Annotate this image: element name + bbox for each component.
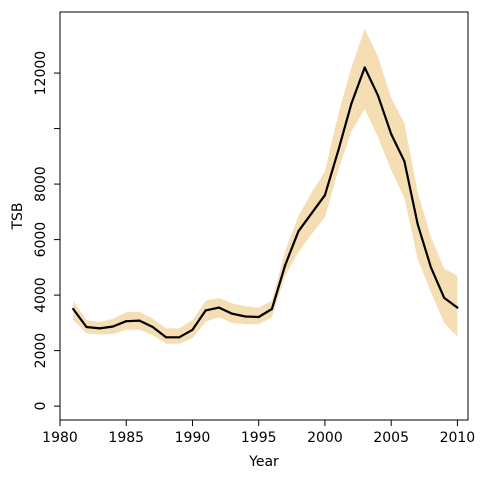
tsb-point [270,307,273,311]
y-axis-label: TSB [10,202,26,230]
tsb-point [376,94,379,97]
tsb-point [85,325,88,329]
x-tick-label: 2005 [373,430,409,446]
tsb-point [151,325,154,329]
y-tick-label: 4000 [33,277,49,313]
tsb-point [284,264,287,267]
tsb-point [403,160,406,163]
plot-frame [59,11,469,421]
tsb-point [98,327,101,330]
tsb-point [416,223,419,226]
tsb-point [350,102,353,105]
tsb-point [178,336,181,339]
plot-area [72,28,459,344]
y-tick-label: 0 [33,402,49,411]
tsb-point [456,306,459,309]
tsb-point [443,296,446,299]
tsb-point [363,66,366,69]
confidence-band [73,28,458,344]
tsb-point [138,319,141,322]
tsb-line [72,66,459,339]
tsb-point [191,328,194,331]
x-tick-label: 1985 [108,430,144,446]
y-axis: 0 2000 4000 6000 8000 12000 [33,51,60,411]
x-tick-label: 1995 [241,430,277,446]
x-tick-label: 1980 [42,430,78,446]
tsb-point [231,312,234,315]
tsb-point [257,315,260,319]
x-tick-label: 1990 [175,430,211,446]
tsb-point [111,325,115,328]
tsb-point [72,307,75,311]
x-tick-label: 2000 [307,430,343,446]
tsb-point [337,149,340,152]
tsb-point [204,309,207,312]
tsb-point [244,315,247,318]
tsb-point [297,230,300,233]
tsb-point [429,266,432,269]
y-tick-label: 6000 [33,222,49,258]
tsb-point [323,194,326,197]
x-tick-label: 2010 [440,430,476,446]
x-axis-label: Year [248,454,279,470]
y-tick-label: 8000 [33,166,49,202]
tsb-point [217,306,221,309]
tsb-point [125,320,128,323]
tsb-point [390,133,393,136]
y-tick-label: 12000 [33,51,49,96]
x-axis: 1980 1985 1990 1995 2000 2005 2010 [42,420,475,446]
y-tick-label: 2000 [33,333,49,369]
tsb-point [164,336,168,339]
tsb-point [310,212,313,215]
